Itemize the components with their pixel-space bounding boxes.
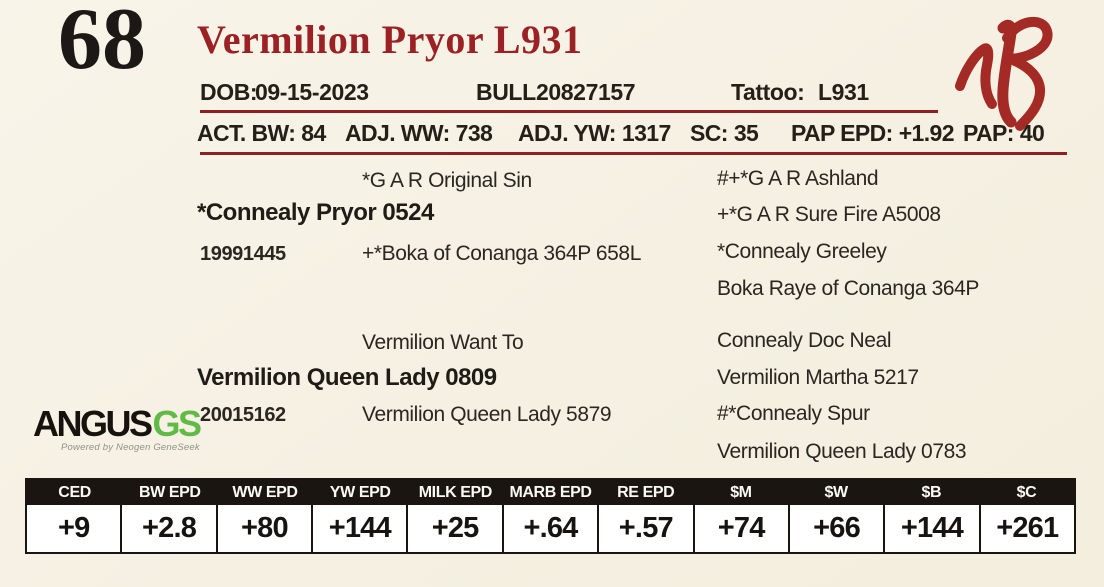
- stat-label: SC:: [690, 120, 728, 146]
- dam-paternal-granddam: Vermilion Martha 5217: [717, 366, 919, 389]
- dam-dam-name: Vermilion Queen Lady 5879: [362, 403, 612, 426]
- stats-divider-line: [200, 152, 1067, 155]
- stat-pap: PAP: 40: [963, 122, 1050, 145]
- dam-sire-name: Vermilion Want To: [362, 331, 524, 354]
- header-divider-line: [200, 110, 938, 113]
- dam-registration: 20015162: [200, 404, 286, 426]
- stat-label: PAP EPD:: [791, 120, 893, 146]
- sire-maternal-grandsire: *Connealy Greeley: [717, 240, 887, 263]
- epd-value-ced: +9: [27, 505, 123, 552]
- sire-paternal-grandsire: #+*G A R Ashland: [717, 167, 879, 190]
- angus-gs-logo: ANGUSGS Powered by Neogen GeneSeek: [33, 403, 203, 453]
- epd-header-ced: CED: [58, 483, 91, 501]
- epd-value-dollar-w: +66: [790, 505, 886, 552]
- stat-value: +1.92: [898, 120, 955, 146]
- epd-value-dollar-m: +74: [695, 505, 790, 552]
- vermilion-ranch-brand-icon: [946, 10, 1066, 136]
- stat-label: PAP:: [963, 120, 1014, 146]
- epd-table-header-row: CED BW EPD WW EPD YW EPD MILK EPD MARB E…: [27, 480, 1074, 505]
- dob-label: DOB:: [200, 79, 258, 105]
- sire-maternal-granddam: Boka Raye of Conanga 364P: [717, 277, 980, 300]
- angus-gs-tagline: Powered by Neogen GeneSeek: [61, 442, 200, 453]
- epd-header-dollar-c: $C: [1016, 483, 1037, 501]
- sire-sire-name: *G A R Original Sin: [362, 169, 532, 192]
- tattoo-label: Tattoo:: [731, 79, 805, 105]
- epd-table-value-row: +9 +2.8 +80 +144 +25 +.64 +.57 +74 +66 +…: [27, 505, 1074, 552]
- sex-label: BULL: [476, 79, 536, 105]
- sire-registration: 19991445: [200, 243, 286, 265]
- dam-paternal-grandsire: Connealy Doc Neal: [717, 329, 892, 352]
- epd-header-milk: MILK EPD: [418, 483, 493, 501]
- epd-table: CED BW EPD WW EPD YW EPD MILK EPD MARB E…: [25, 478, 1076, 554]
- epd-header-dollar-w: $W: [824, 483, 848, 501]
- stat-label: ADJ. YW:: [518, 120, 616, 146]
- dam-name: Vermilion Queen Lady 0809: [197, 364, 497, 391]
- epd-value-dollar-b: +144: [885, 505, 981, 552]
- dam-maternal-grandsire: #*Connealy Spur: [717, 402, 870, 425]
- lot-number: 68: [58, 0, 146, 88]
- epd-header-re: RE EPD: [617, 483, 675, 501]
- stat-value: 35: [733, 120, 759, 146]
- epd-header-yw: YW EPD: [329, 483, 391, 501]
- epd-header-bw: BW EPD: [138, 483, 201, 501]
- stat-value: 1317: [621, 120, 671, 146]
- sire-paternal-granddam: +*G A R Sure Fire A5008: [717, 203, 941, 226]
- epd-value-ww: +80: [218, 505, 314, 552]
- animal-name-title: Vermilion Pryor L931: [197, 17, 583, 62]
- stat-adj-yw: ADJ. YW: 1317: [518, 122, 677, 145]
- dam-maternal-granddam: Vermilion Queen Lady 0783: [717, 440, 967, 463]
- epd-value-marb: +.64: [504, 505, 600, 552]
- epd-header-marb: MARB EPD: [509, 483, 592, 501]
- brand-svg: [955, 17, 1053, 131]
- epd-value-milk: +25: [408, 505, 504, 552]
- stat-pap-epd: PAP EPD: +1.92: [791, 122, 960, 145]
- stat-act-bw: ACT. BW: 84: [197, 122, 332, 145]
- stat-value: 738: [455, 120, 493, 146]
- epd-value-re: +.57: [599, 505, 695, 552]
- epd-value-bw: +2.8: [122, 505, 218, 552]
- angus-text: ANGUS: [33, 403, 153, 444]
- stat-label: ADJ. WW:: [345, 120, 450, 146]
- sire-name: *Connealy Pryor 0524: [197, 199, 434, 226]
- stat-sc: SC: 35: [690, 122, 764, 145]
- stat-label: ACT. BW:: [197, 120, 296, 146]
- epd-value-yw: +144: [313, 505, 409, 552]
- registration-number: 20827157: [536, 79, 636, 105]
- stat-value: 40: [1019, 120, 1045, 146]
- epd-header-ww: WW EPD: [232, 483, 298, 501]
- epd-header-dollar-b: $B: [921, 483, 942, 501]
- tattoo-value: L931: [818, 79, 869, 105]
- sire-dam-name: +*Boka of Conanga 364P 658L: [362, 242, 641, 265]
- epd-value-dollar-c: +261: [996, 512, 1059, 544]
- dob-value: 09-15-2023: [255, 79, 369, 105]
- stat-value: 84: [301, 120, 326, 146]
- stat-adj-ww: ADJ. WW: 738: [345, 122, 498, 145]
- gs-text: GS: [152, 403, 203, 444]
- epd-header-dollar-m: $M: [730, 483, 752, 501]
- angus-gs-wordmark: ANGUSGS: [33, 403, 203, 444]
